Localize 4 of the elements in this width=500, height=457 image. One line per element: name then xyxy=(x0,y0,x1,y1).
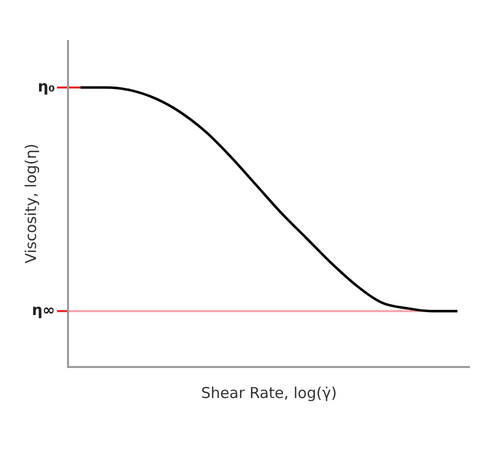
ref-line-label: η∞ xyxy=(32,300,55,319)
y-axis-title: Viscosity, log(η) xyxy=(22,144,40,264)
x-axis-title: Shear Rate, log(γ̇) xyxy=(201,384,337,402)
ref-line-label: η₀ xyxy=(38,77,55,96)
